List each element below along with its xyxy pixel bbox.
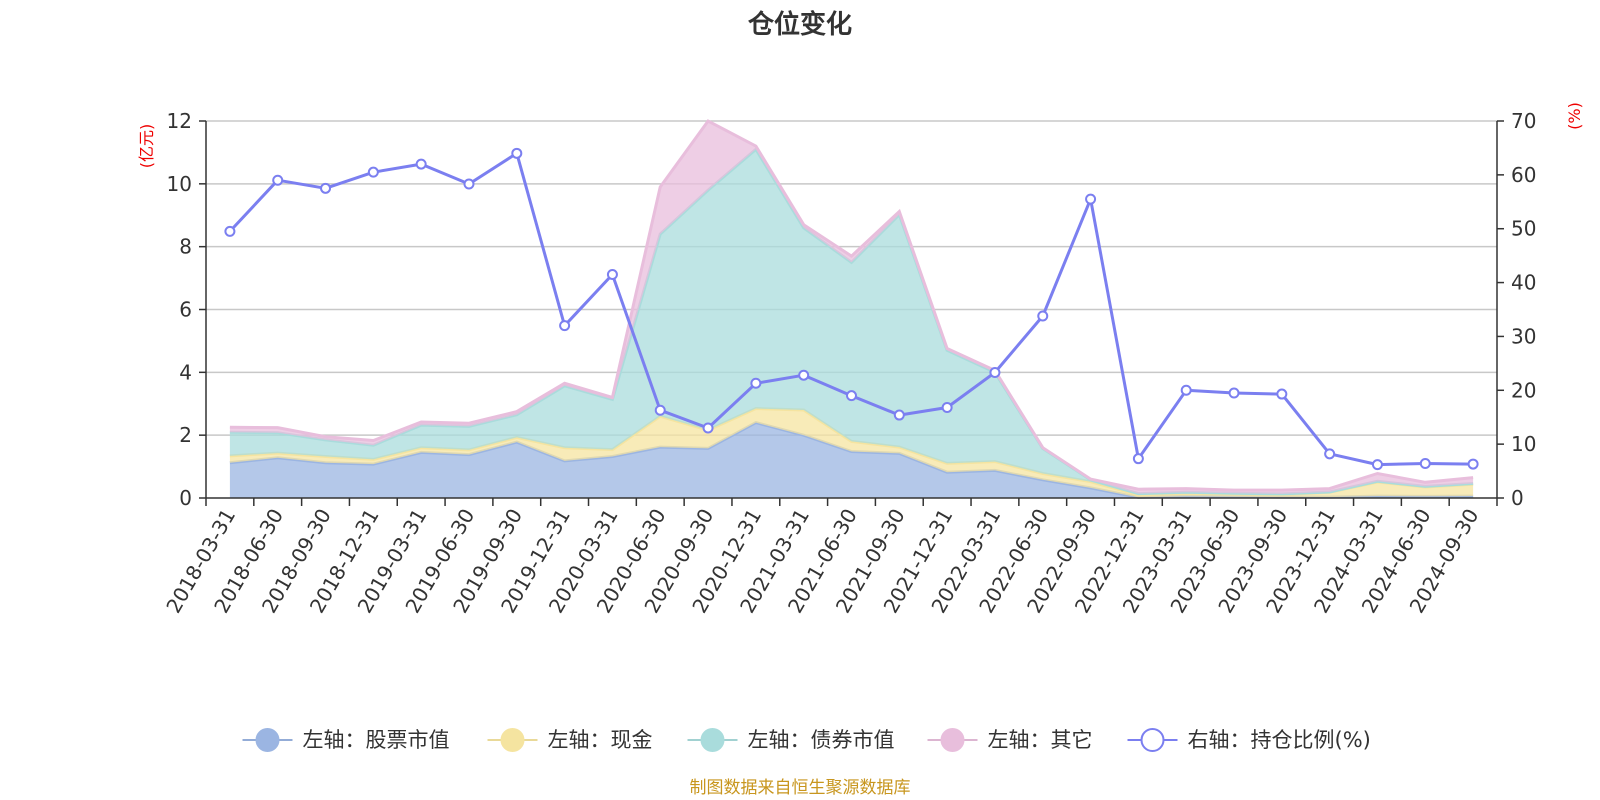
- legend-label: 左轴：其它: [988, 728, 1093, 752]
- chart-title: 仓位变化: [747, 9, 852, 40]
- source-note: 制图数据来自恒生聚源数据库: [690, 778, 911, 798]
- left-tick-label: 0: [179, 486, 192, 510]
- legend-marker: [500, 728, 525, 752]
- area-edge-3: [229, 119, 1474, 492]
- ratio-point[interactable]: [463, 178, 475, 190]
- ratio-point[interactable]: [654, 404, 666, 416]
- left-tick-label: 6: [179, 298, 192, 322]
- ratio-point[interactable]: [1419, 458, 1431, 470]
- right-axis-unit: (%): [1565, 102, 1584, 130]
- right-tick-label: 10: [1511, 432, 1536, 456]
- ratio-point[interactable]: [1371, 459, 1383, 471]
- legend-item-4[interactable]: 右轴：持仓比例(%): [1127, 728, 1371, 752]
- ratio-point[interactable]: [320, 182, 332, 194]
- left-tick-label: 12: [167, 109, 192, 133]
- legend-item-0[interactable]: 左轴：股票市值: [242, 728, 450, 752]
- ratio-line-series: [224, 147, 1479, 471]
- left-axis-ticks: 0 2 4 6 8 10 12: [167, 109, 206, 510]
- left-tick-label: 2: [179, 423, 192, 447]
- area-series: [229, 119, 1474, 499]
- left-axis-unit: (亿元): [137, 124, 156, 169]
- right-tick-label: 70: [1511, 109, 1536, 133]
- ratio-point[interactable]: [559, 320, 571, 332]
- right-tick-label: 50: [1511, 217, 1536, 241]
- x-axis-ticks: 2018-03-312018-06-302018-09-302018-12-31…: [161, 504, 1483, 617]
- left-tick-label: 8: [179, 235, 192, 259]
- legend-marker: [255, 728, 280, 752]
- legend-item-3[interactable]: 左轴：其它: [927, 728, 1093, 752]
- ratio-point[interactable]: [224, 225, 236, 237]
- ratio-point[interactable]: [893, 409, 905, 421]
- ratio-point[interactable]: [941, 402, 953, 414]
- legend-marker: [1140, 728, 1165, 752]
- right-tick-label: 30: [1511, 324, 1536, 348]
- right-tick-label: 20: [1511, 378, 1536, 402]
- right-tick-label: 0: [1511, 486, 1524, 510]
- left-tick-label: 4: [179, 360, 192, 384]
- legend[interactable]: 左轴：股票市值 左轴：现金 左轴：债券市值 左轴：其它 右轴：持仓比例(%): [242, 728, 1371, 752]
- ratio-point[interactable]: [415, 158, 427, 170]
- ratio-point[interactable]: [750, 377, 762, 389]
- ratio-point[interactable]: [367, 166, 379, 178]
- legend-label: 右轴：持仓比例(%): [1188, 728, 1371, 752]
- ratio-point[interactable]: [989, 367, 1001, 379]
- area-2: [229, 149, 1474, 495]
- ratio-point[interactable]: [1467, 458, 1479, 470]
- legend-item-1[interactable]: 左轴：现金: [487, 728, 653, 752]
- ratio-point[interactable]: [1037, 310, 1049, 322]
- ratio-point[interactable]: [846, 390, 857, 402]
- ratio-point[interactable]: [1276, 388, 1288, 400]
- right-axis-ticks: 0 10 20 30 40 50 60 70: [1497, 109, 1536, 510]
- legend-marker: [700, 728, 725, 752]
- ratio-point[interactable]: [272, 174, 284, 186]
- ratio-point[interactable]: [798, 369, 810, 381]
- right-tick-label: 60: [1511, 163, 1536, 187]
- ratio-point[interactable]: [511, 147, 523, 159]
- right-tick-label: 40: [1511, 271, 1536, 295]
- area-0: [229, 422, 1474, 498]
- ratio-point[interactable]: [1228, 387, 1240, 399]
- legend-label: 左轴：股票市值: [303, 728, 450, 752]
- legend-label: 左轴：现金: [548, 728, 653, 752]
- legend-item-2[interactable]: 左轴：债券市值: [687, 728, 895, 752]
- ratio-point[interactable]: [702, 422, 714, 434]
- legend-marker: [940, 728, 965, 752]
- left-tick-label: 10: [167, 172, 192, 196]
- ratio-point[interactable]: [1085, 193, 1097, 205]
- legend-label: 左轴：债券市值: [748, 728, 895, 752]
- ratio-point[interactable]: [1132, 453, 1144, 465]
- ratio-point[interactable]: [1324, 448, 1336, 460]
- ratio-point[interactable]: [606, 268, 618, 280]
- ratio-point[interactable]: [1180, 384, 1192, 396]
